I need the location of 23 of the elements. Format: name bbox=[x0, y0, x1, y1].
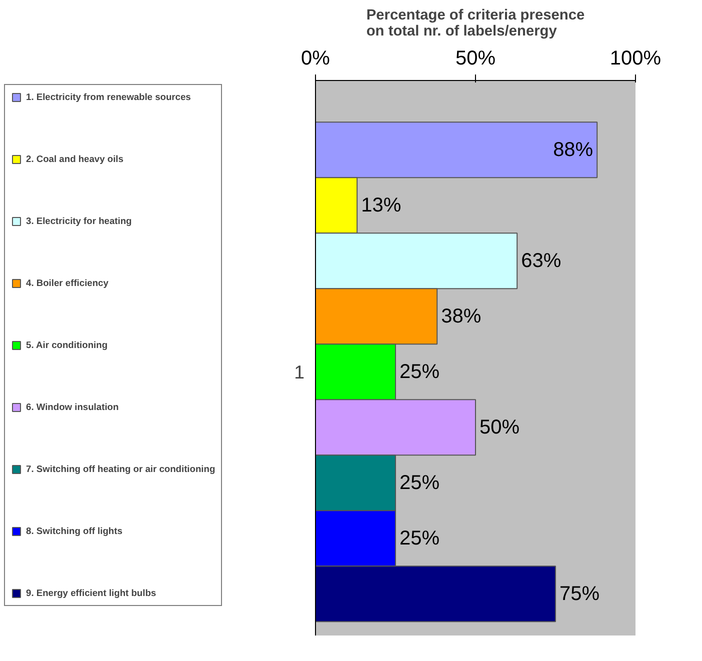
data-label: 13% bbox=[361, 194, 402, 216]
data-label: 25% bbox=[400, 527, 440, 550]
chart-title: Percentage of criteria presence on total nr. of labels/energy bbox=[366, 8, 585, 40]
data-label: 88% bbox=[553, 138, 594, 161]
legend-label: 7. Switching off heating or air conditioning bbox=[26, 463, 216, 475]
legend-label: 3. Electricity for heating bbox=[26, 215, 132, 227]
data-label: 25% bbox=[400, 472, 440, 494]
legend-label: 4. Boiler efficiency bbox=[26, 277, 108, 289]
data-label: 75% bbox=[560, 582, 600, 605]
y-tick-label: 1 bbox=[294, 361, 305, 382]
x-tick-label: 0% bbox=[301, 48, 330, 70]
data-label: 38% bbox=[441, 305, 482, 328]
legend-label: 1. Electricity from renewable sources bbox=[26, 91, 191, 103]
data-label: 63% bbox=[521, 250, 562, 272]
legend-label: 2. Coal and heavy oils bbox=[26, 153, 124, 165]
legend-label: 6. Window insulation bbox=[26, 401, 119, 413]
legend-label: 8. Switching off lights bbox=[26, 525, 122, 537]
x-tick-label: 50% bbox=[455, 48, 496, 70]
data-label: 25% bbox=[400, 360, 440, 383]
legend-label: 9. Energy efficient light bulbs bbox=[26, 587, 156, 599]
legend-label: 5. Air conditioning bbox=[26, 339, 108, 351]
x-tick-label: 100% bbox=[610, 48, 662, 70]
data-label: 50% bbox=[480, 416, 520, 438]
